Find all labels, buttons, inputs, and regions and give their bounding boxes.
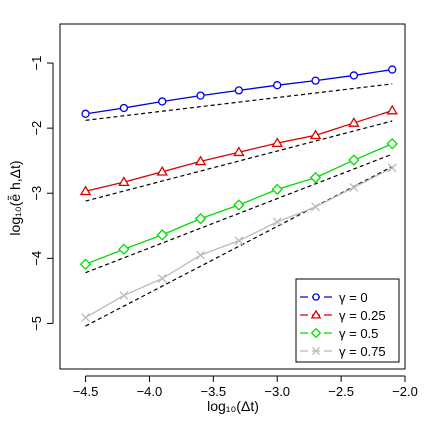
data-point [234, 86, 244, 95]
data-point [311, 202, 321, 212]
data-point [81, 313, 91, 323]
data-point [272, 217, 282, 227]
series-lines [79, 65, 398, 323]
reference-lines [85, 83, 393, 327]
data-point [79, 258, 92, 270]
reference-line [85, 120, 393, 202]
data-point [156, 165, 168, 176]
y-axis-label: log₁₀(ễ h,Δt) [7, 160, 23, 235]
legend-label: γ = 0 [339, 290, 368, 305]
series [81, 65, 397, 118]
data-point [156, 229, 168, 241]
cross-stroke [119, 290, 129, 300]
reference-line [85, 166, 393, 327]
x-tick-label: −2.0 [392, 384, 418, 399]
data-point [273, 81, 282, 90]
legend-entry: γ = 0.25 [300, 308, 386, 323]
x-tick-label: −4.5 [73, 384, 99, 399]
legend-label: γ = 0.5 [339, 326, 378, 341]
x-axis-label: log₁₀(Δt) [207, 398, 259, 414]
x-tick-label: −3.0 [264, 384, 290, 399]
legend-entry: γ = 0.5 [300, 326, 378, 341]
series [81, 163, 397, 323]
cross-stroke [272, 217, 282, 227]
y-axis: −5 −4 −3 −2 −1 [29, 56, 54, 331]
cross-stroke [196, 250, 206, 260]
cross-stroke [349, 182, 359, 192]
data-point [310, 309, 322, 319]
y-tick-label: −5 [29, 316, 44, 331]
plot-frame [59, 23, 406, 370]
data-point [119, 103, 129, 113]
series [79, 104, 398, 196]
legend-entry: γ = 0 [300, 290, 368, 305]
data-point [196, 250, 206, 260]
data-point [271, 137, 283, 147]
data-point [233, 146, 245, 157]
data-point [119, 290, 129, 300]
data-point [118, 243, 130, 255]
data-point [312, 293, 320, 301]
data-point [349, 71, 359, 80]
data-point [388, 65, 397, 74]
y-tick-label: −3 [29, 186, 44, 201]
cross-stroke [81, 313, 91, 323]
cross-stroke [387, 163, 397, 173]
reference-line [85, 83, 393, 121]
data-point [348, 154, 360, 166]
data-point [234, 236, 244, 246]
data-point [387, 163, 397, 173]
data-point [386, 138, 398, 150]
data-point [158, 97, 167, 106]
data-point [309, 171, 322, 184]
x-tick-label: −3.5 [200, 384, 226, 399]
data-point [81, 109, 90, 118]
y-tick-label: −4 [29, 251, 44, 266]
data-point [271, 183, 283, 196]
data-point [233, 199, 245, 211]
legend: γ = 0 γ = 0.25 γ = 0.5 γ = 0.75 [295, 278, 400, 363]
cross-stroke [311, 202, 321, 212]
data-point [194, 212, 207, 225]
series [79, 138, 398, 270]
data-point [157, 274, 167, 283]
cross-stroke [234, 236, 244, 246]
legend-label: γ = 0.25 [339, 308, 386, 323]
x-axis: −4.5 −4.0 −3.5 −3.0 −2.5 −2.0 [73, 375, 418, 399]
cross-stroke [157, 274, 167, 283]
data-point [79, 185, 92, 196]
data-point [309, 129, 322, 140]
x-tick-label: −4.0 [137, 384, 163, 399]
data-point [348, 117, 360, 127]
data-point [118, 176, 130, 187]
legend-entry: γ = 0.75 [300, 344, 386, 359]
data-point [386, 104, 398, 115]
data-point [311, 346, 321, 356]
legend-label: γ = 0.75 [339, 344, 386, 359]
data-point [311, 76, 320, 85]
data-point [310, 327, 322, 339]
data-point [349, 182, 359, 192]
data-point [196, 91, 205, 100]
data-point [194, 155, 207, 166]
cross-stroke [311, 346, 321, 356]
x-tick-label: −2.5 [328, 384, 354, 399]
y-tick-label: −2 [29, 121, 44, 136]
reference-line [85, 153, 393, 274]
y-tick-label: −1 [29, 56, 44, 71]
